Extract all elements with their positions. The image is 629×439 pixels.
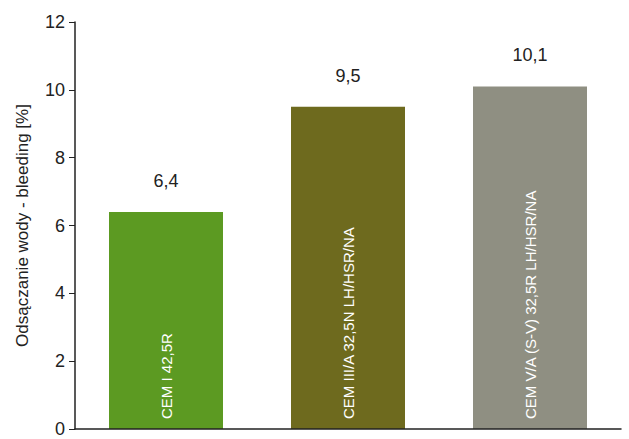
svg-text:CEM III/A 32,5N LH/HSR/NA: CEM III/A 32,5N LH/HSR/NA (340, 227, 357, 419)
svg-text:12: 12 (45, 12, 65, 32)
svg-text:8: 8 (55, 148, 65, 168)
svg-text:CEM V/A (S-V) 32,5R LH/HSR/NA: CEM V/A (S-V) 32,5R LH/HSR/NA (522, 191, 539, 419)
svg-text:0: 0 (55, 419, 65, 439)
svg-text:6,4: 6,4 (153, 171, 178, 191)
svg-text:4: 4 (55, 283, 65, 303)
svg-text:2: 2 (55, 351, 65, 371)
svg-text:10,1: 10,1 (512, 45, 547, 65)
svg-text:6: 6 (55, 216, 65, 236)
svg-text:10: 10 (45, 80, 65, 100)
svg-text:Odsączanie wody - bleeding [%]: Odsączanie wody - bleeding [%] (13, 104, 32, 347)
svg-text:CEM I 42,5R: CEM I 42,5R (158, 333, 175, 419)
svg-text:9,5: 9,5 (335, 66, 360, 86)
